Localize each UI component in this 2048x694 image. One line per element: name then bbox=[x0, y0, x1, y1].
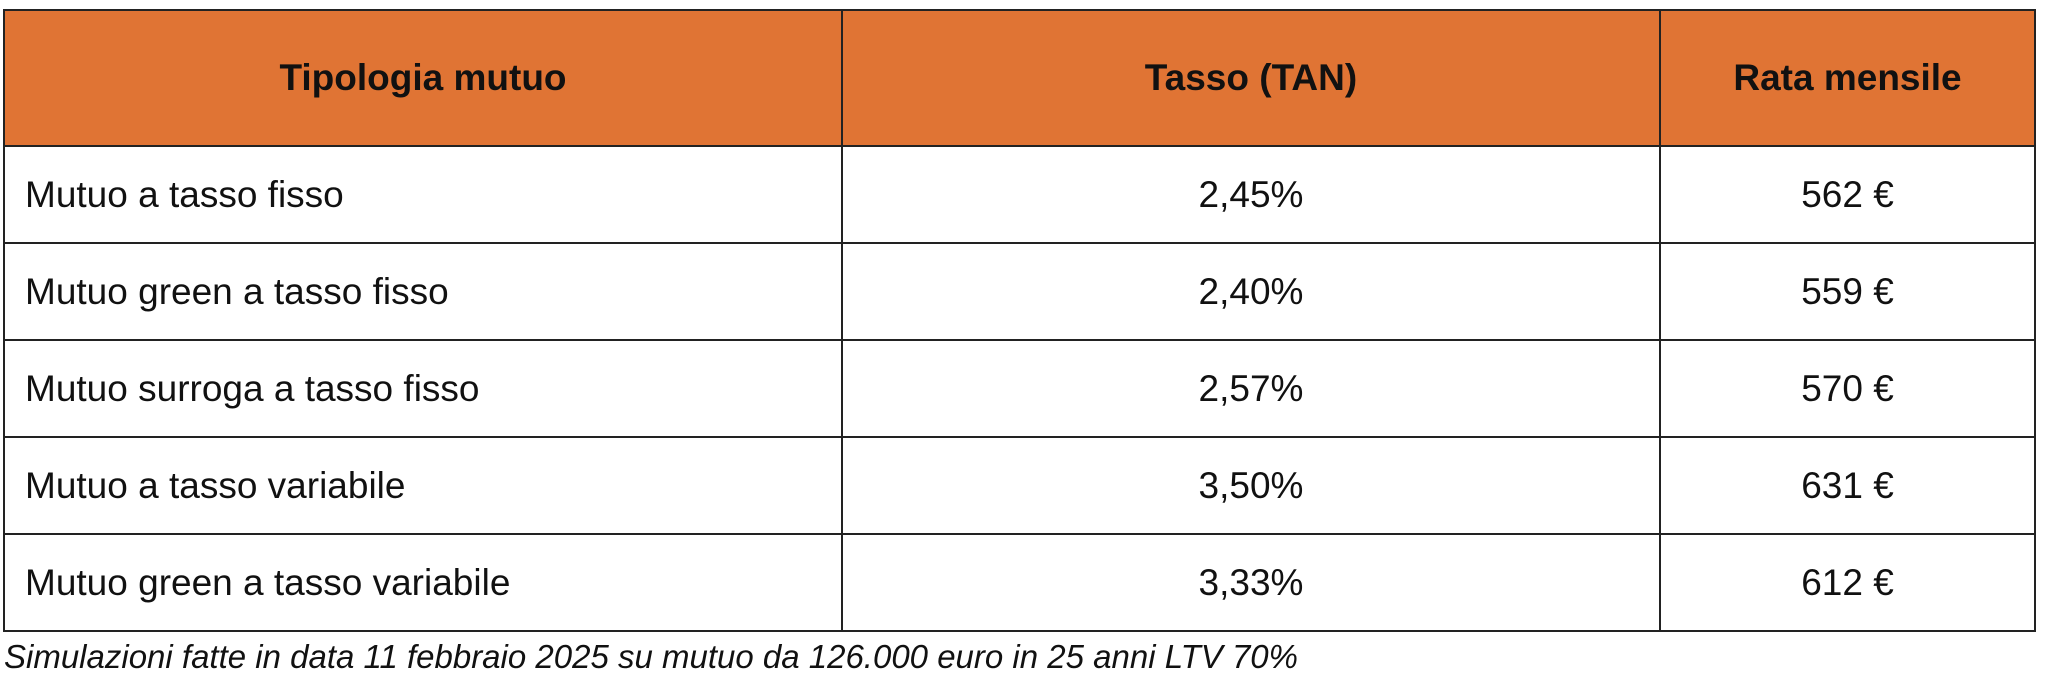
table-cell: 570 € bbox=[1659, 339, 2036, 438]
table-cell: Mutuo green a tasso variabile bbox=[3, 533, 843, 632]
table-cell: Mutuo surroga a tasso fisso bbox=[3, 339, 843, 438]
table-cell: 2,40% bbox=[841, 242, 1661, 341]
table-row: Mutuo green a tasso variabile 3,33% 612 € bbox=[3, 533, 2036, 632]
table-row: Mutuo surroga a tasso fisso 2,57% 570 € bbox=[3, 339, 2036, 438]
header-row: Tipologia mutuo Tasso (TAN) Rata mensile bbox=[3, 9, 2036, 147]
table-row: Mutuo a tasso fisso 2,45% 562 € bbox=[3, 145, 2036, 244]
table-row: Mutuo green a tasso fisso 2,40% 559 € bbox=[3, 242, 2036, 341]
column-header: Tipologia mutuo bbox=[3, 9, 843, 147]
table-row: Mutuo a tasso variabile 3,50% 631 € bbox=[3, 436, 2036, 535]
table-cell: 562 € bbox=[1659, 145, 2036, 244]
table-cell: 2,45% bbox=[841, 145, 1661, 244]
table-cell: 631 € bbox=[1659, 436, 2036, 535]
footnote: Simulazioni fatte in data 11 febbraio 20… bbox=[4, 638, 1298, 675]
column-header: Tasso (TAN) bbox=[841, 9, 1661, 147]
table-cell: 3,33% bbox=[841, 533, 1661, 632]
table-cell: Mutuo a tasso variabile bbox=[3, 436, 843, 535]
mortgage-table: Tipologia mutuo Tasso (TAN) Rata mensile M… bbox=[3, 9, 2036, 632]
table-cell: Mutuo a tasso fisso bbox=[3, 145, 843, 244]
column-header: Rata mensile bbox=[1659, 9, 2036, 147]
table-cell: 3,50% bbox=[841, 436, 1661, 535]
table-cell: Mutuo green a tasso fisso bbox=[3, 242, 843, 341]
table-cell: 2,57% bbox=[841, 339, 1661, 438]
table-cell: 559 € bbox=[1659, 242, 2036, 341]
table-cell: 612 € bbox=[1659, 533, 2036, 632]
